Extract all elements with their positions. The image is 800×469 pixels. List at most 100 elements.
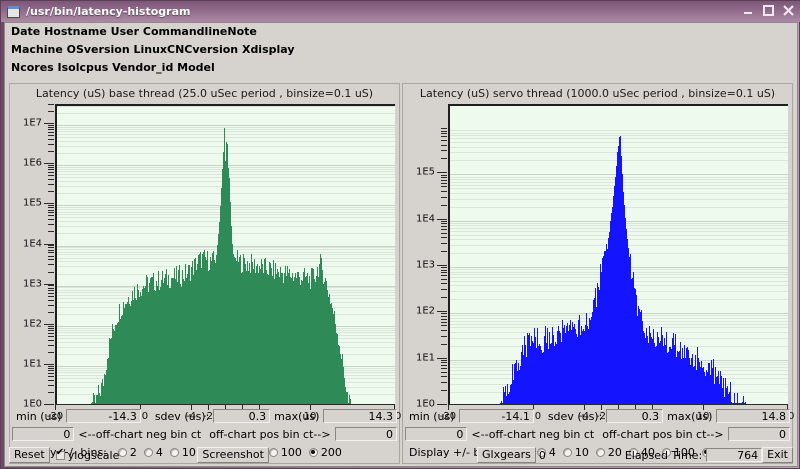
histogram-bar: [264, 259, 265, 404]
histogram-bar: [587, 325, 588, 404]
y-tick-minor: [48, 366, 54, 367]
bins-option-40[interactable]: 40: [628, 446, 655, 459]
histogram-bar: [745, 402, 746, 404]
histogram-bar: [125, 303, 126, 404]
histogram-bar: [724, 396, 725, 404]
minimize-icon[interactable]: [742, 4, 755, 17]
bins-option-label: 20: [607, 445, 622, 459]
min-value[interactable]: -14.1: [458, 409, 534, 423]
max-label: max(us): [274, 409, 320, 423]
bins-radio-4[interactable]: [143, 447, 153, 457]
bins-option-4[interactable]: 4: [536, 446, 556, 459]
grid-line-minor: [57, 134, 395, 135]
info-header: Date Hostname User CommandlineNote Machi…: [5, 23, 797, 77]
histogram-bar: [321, 258, 322, 404]
min-value[interactable]: -14.3: [65, 409, 141, 423]
histogram-bar: [668, 352, 669, 404]
histogram-bar: [575, 328, 576, 404]
y-tick-major: [437, 358, 447, 359]
histogram-bar: [308, 282, 309, 404]
histogram-bar: [294, 277, 295, 404]
bins-option-10[interactable]: 10: [169, 446, 196, 459]
bins-radio-10[interactable]: [562, 447, 572, 457]
histogram-bar: [152, 276, 153, 404]
stats-row-minmax: min (us) -14.3 sdev (us): 0.3 max(us) 14.3: [12, 408, 397, 424]
max-value[interactable]: 14.3: [323, 409, 397, 423]
title-bar: /usr/bin/latency-histogram: [1, 1, 800, 22]
bins-radio-10[interactable]: [169, 447, 179, 457]
offchart-pos-value[interactable]: 0: [334, 427, 397, 441]
bins-radio-40[interactable]: [628, 447, 638, 457]
grid-line-minor: [450, 130, 788, 131]
histogram-bar: [158, 271, 159, 404]
close-icon[interactable]: [782, 4, 795, 17]
bins-radio-200[interactable]: [308, 447, 318, 457]
y-tick-minor: [441, 319, 447, 320]
histogram-bar: [299, 276, 300, 404]
y-axis-labels: 1E0 1E1 1E2 1E3 1E4 1E5: [403, 104, 437, 410]
histogram-bar: [316, 275, 317, 404]
bins-radio-2[interactable]: [117, 447, 127, 457]
sdev-value[interactable]: 0.3: [606, 409, 664, 423]
histogram-bar: [557, 331, 558, 404]
histogram-bar: [262, 264, 263, 404]
histogram-bar: [159, 289, 160, 404]
histogram-bar: [741, 403, 742, 404]
y-tick-minor: [441, 382, 447, 383]
bins-option-10[interactable]: 10: [562, 446, 589, 459]
offchart-pos-value[interactable]: 0: [727, 427, 790, 441]
bins-radio-100[interactable]: [661, 447, 671, 457]
histogram-bar: [133, 300, 134, 404]
histogram-bar: [212, 253, 213, 404]
histogram-bar: [290, 276, 291, 404]
histogram-bar: [516, 359, 517, 404]
histogram-bar: [500, 403, 501, 404]
y-tick-minor: [441, 223, 447, 224]
histogram-bar: [93, 393, 94, 404]
histogram-bar: [297, 272, 298, 404]
bins-radio-20[interactable]: [595, 447, 605, 457]
offchart-neg-value[interactable]: 0: [405, 427, 468, 441]
histogram-bar: [215, 262, 216, 404]
y-tick-minor: [48, 376, 54, 377]
ylogscale-checkbox[interactable]: [55, 448, 65, 460]
x-tick-label: -4: [186, 411, 196, 422]
histogram-bar: [559, 330, 560, 404]
screenshot-button[interactable]: Screenshot: [197, 447, 269, 463]
bins-option-4[interactable]: 4: [143, 446, 163, 459]
y-tick-minor: [441, 283, 447, 284]
y-tick-minor: [48, 328, 54, 329]
x-tick: [242, 404, 243, 410]
histogram-bar: [244, 258, 245, 404]
bins-option-100[interactable]: 100: [661, 446, 695, 459]
histogram-bar: [213, 251, 214, 404]
histogram-bar: [210, 256, 211, 404]
bins-option-2[interactable]: 2: [117, 446, 137, 459]
y-tick-minor: [48, 340, 54, 341]
y-tick-minor: [48, 368, 54, 369]
bins-option-100[interactable]: 100: [268, 446, 302, 459]
bins-option-200[interactable]: 200: [308, 446, 342, 459]
histogram-bar: [631, 278, 632, 404]
reset-button[interactable]: Reset: [9, 447, 50, 463]
glxgears-button[interactable]: Glxgears: [476, 447, 536, 463]
bins-radio-100[interactable]: [268, 447, 278, 457]
x-tick-label: -4: [579, 411, 589, 422]
grid-line-minor: [57, 141, 395, 142]
bins-option-20[interactable]: 20: [595, 445, 622, 459]
maximize-icon[interactable]: [762, 4, 775, 17]
histogram-bar: [325, 277, 326, 404]
max-value[interactable]: 14.8: [716, 409, 790, 423]
y-tick-label: 1E0: [415, 398, 435, 410]
bins-radio-4[interactable]: [536, 447, 546, 457]
sdev-value[interactable]: 0.3: [213, 409, 271, 423]
histogram-bar: [651, 337, 652, 404]
y-tick-minor: [48, 175, 54, 176]
histogram-bar: [636, 294, 637, 404]
histogram-bar: [545, 325, 546, 404]
offchart-neg-value[interactable]: 0: [12, 427, 75, 441]
histogram-bar: [731, 401, 732, 404]
exit-button[interactable]: Exit: [762, 447, 793, 463]
histogram-bar: [311, 267, 312, 404]
histogram-bar: [101, 383, 102, 404]
